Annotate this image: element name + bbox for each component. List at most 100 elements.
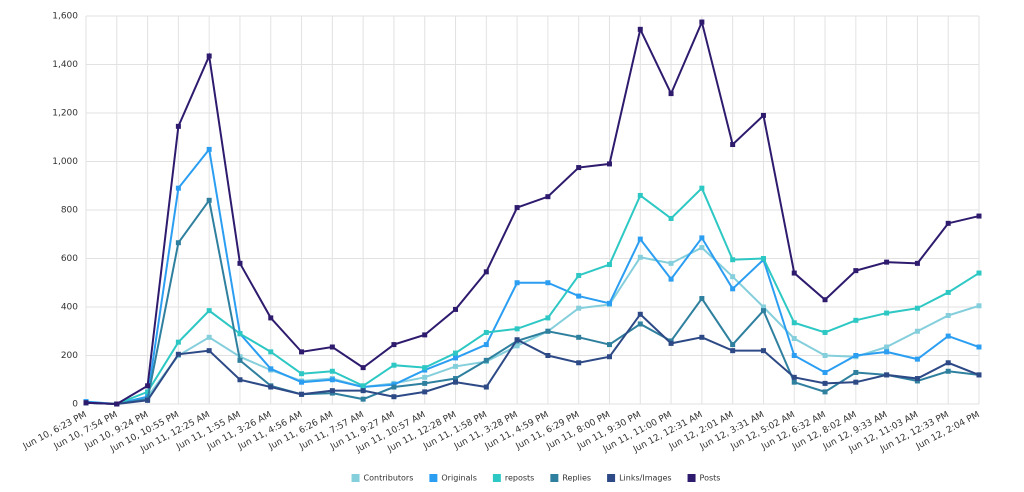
point-marker [822,329,828,335]
point-marker [483,342,489,348]
point-marker [175,339,181,345]
point-marker [945,312,951,318]
point-marker [822,369,828,375]
point-marker [391,394,397,400]
point-marker [822,389,828,395]
point-marker [145,389,151,395]
point-marker [914,356,920,362]
point-marker [606,300,612,306]
point-marker [884,310,890,316]
point-marker [453,376,459,382]
point-marker [637,254,643,260]
legend: Contributors Originals reposts Replies Links… [351,474,720,483]
point-marker [237,260,243,266]
point-marker [299,379,305,385]
legend-swatch [687,474,696,482]
point-marker [945,220,951,226]
legend-label: Replies [562,474,591,483]
point-marker [576,293,582,299]
point-marker [83,400,89,406]
point-marker [329,368,335,374]
point-marker [422,332,428,338]
point-marker [268,366,274,372]
point-marker [822,353,828,358]
point-marker [483,269,489,275]
point-marker [637,192,643,198]
point-marker [453,306,459,312]
point-marker [976,213,982,219]
point-marker [514,337,520,343]
legend-label: Originals [441,474,476,483]
point-marker [945,360,951,366]
point-marker [453,363,459,369]
y-tick-label: 1,600 [52,12,78,22]
point-marker [884,259,890,265]
point-marker [760,256,766,261]
point-marker [299,391,305,397]
point-marker [483,329,489,335]
point-marker [884,344,890,350]
point-marker [545,328,551,334]
point-marker [791,353,797,358]
point-marker [360,365,366,371]
legend-swatch [550,474,559,482]
point-marker [699,334,705,340]
point-marker [391,342,397,348]
point-marker [360,388,366,394]
point-marker [206,308,212,314]
point-marker [699,235,705,241]
point-marker [329,388,335,394]
y-tick-label: 600 [61,254,78,264]
point-marker [606,342,612,348]
point-marker [576,165,582,171]
point-marker [268,384,274,390]
point-marker [760,112,766,118]
y-tick-label: 0 [72,400,78,410]
point-marker [853,317,859,323]
point-marker [391,362,397,368]
series-line [85,146,980,406]
point-marker [545,194,551,200]
point-marker [545,353,551,358]
point-marker [483,357,489,363]
point-marker [853,369,859,375]
point-marker [453,379,459,385]
y-tick-label: 400 [61,303,78,313]
legend-label: Contributors [364,474,414,483]
point-marker [514,280,520,286]
y-tick-label: 200 [61,351,78,361]
point-marker [545,280,551,286]
legend-swatch [607,474,616,482]
point-marker [175,351,181,357]
point-marker [329,344,335,350]
point-marker [576,272,582,278]
point-marker [976,344,982,350]
point-marker [730,274,736,280]
point-marker [360,396,366,402]
point-marker [175,185,181,191]
point-marker [453,355,459,361]
point-marker [145,397,151,403]
point-marker [299,371,305,377]
point-marker [637,236,643,242]
point-marker [576,334,582,340]
series-line [85,197,980,406]
point-marker [884,372,890,378]
point-marker [268,349,274,355]
point-marker [760,304,766,310]
point-marker [699,296,705,302]
point-marker [637,26,643,32]
point-marker [945,333,951,339]
point-marker [576,360,582,366]
point-marker [637,321,643,327]
point-marker [791,374,797,380]
series-line [85,246,980,406]
point-marker [914,376,920,382]
point-marker [760,348,766,354]
point-marker [730,257,736,263]
point-marker [175,240,181,246]
point-marker [730,142,736,148]
point-marker [576,305,582,311]
point-marker [606,161,612,167]
point-marker [114,401,120,407]
